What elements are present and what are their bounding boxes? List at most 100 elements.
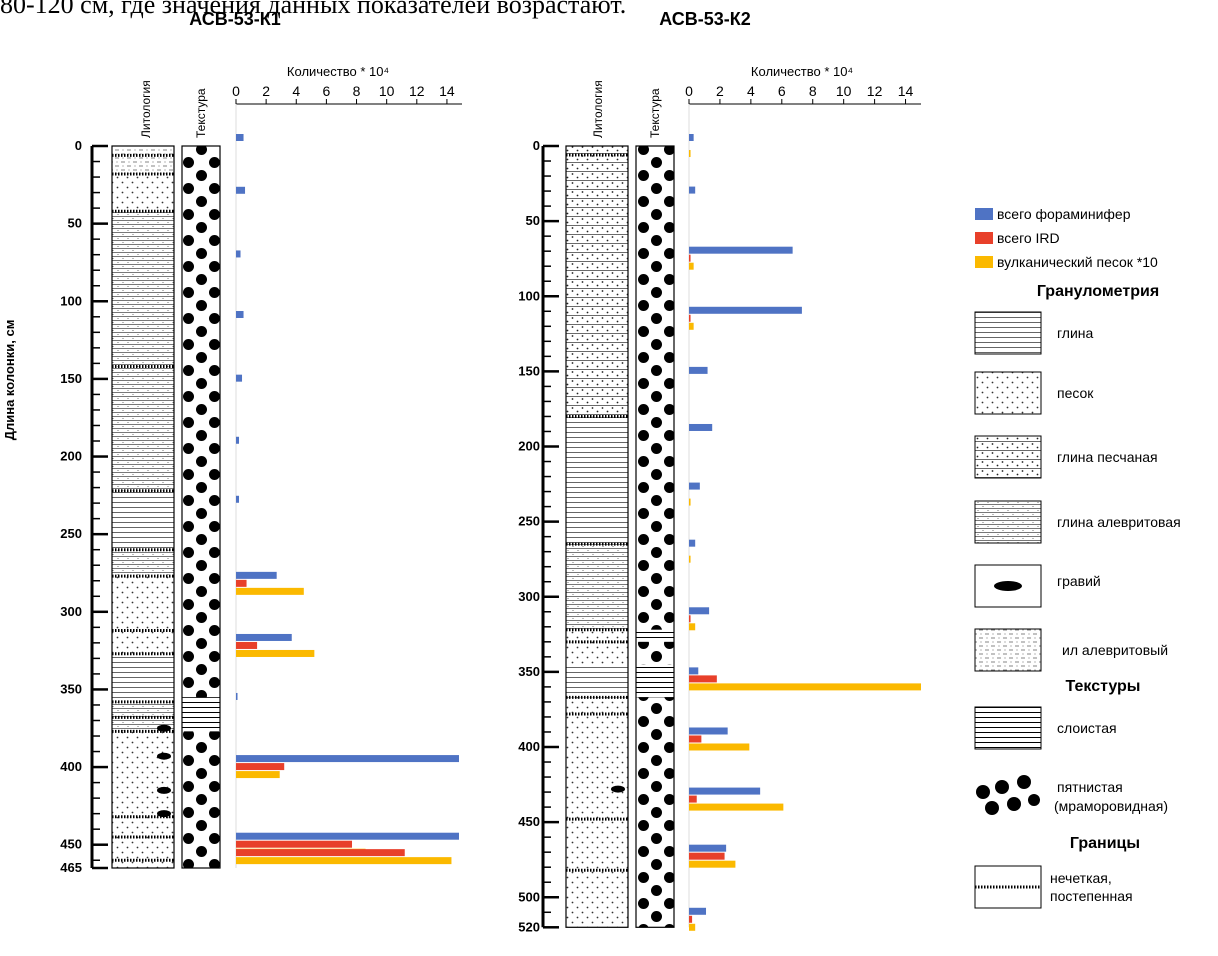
y-tick-label: 465 xyxy=(60,860,82,875)
legend-label-volcanic: вулканический песок *10 xyxy=(997,254,1158,270)
bar-forams xyxy=(236,832,459,840)
bar-forams xyxy=(689,306,802,314)
x-tick-label: 14 xyxy=(439,83,455,99)
bar-ird xyxy=(689,852,725,860)
texture-layer-spotted xyxy=(636,146,674,630)
bar-volcanic xyxy=(689,803,784,811)
legend-heading-boundaries: Границы xyxy=(1070,835,1140,852)
lithology-column-label: Литология xyxy=(139,80,153,138)
lithology-layer-clay xyxy=(566,416,628,545)
y-tick-label: 100 xyxy=(60,293,82,308)
y-tick-label: 0 xyxy=(75,138,82,153)
y-tick-label: 350 xyxy=(518,664,540,679)
legend-label-gradual-note: постепенная xyxy=(1050,888,1133,904)
y-tick-label: 200 xyxy=(518,439,540,454)
legend-swatch-volcanic xyxy=(975,256,993,268)
texture-column xyxy=(181,145,221,869)
bar-forams xyxy=(689,907,707,915)
y-tick-label: 400 xyxy=(518,739,540,754)
x-tick-label: 0 xyxy=(685,83,693,99)
lithology-layer-sand xyxy=(566,697,628,820)
bar-volcanic xyxy=(689,322,694,330)
legend-label-silty-clay: глина алевритовая xyxy=(1057,514,1181,530)
bar-ird xyxy=(689,735,702,743)
bar-forams xyxy=(236,250,241,258)
y-tick-label: 50 xyxy=(68,216,82,231)
bar-forams xyxy=(689,539,696,547)
core-asv-53-k1: АСВ-53-К1 Литология Текстура Количество … xyxy=(2,9,462,875)
lithology-layer-silty-mud xyxy=(112,146,174,174)
legend-swatch-layered xyxy=(974,706,1042,750)
texture-column-label: Текстура xyxy=(194,88,208,138)
lithology-column xyxy=(565,145,629,928)
bar-ird xyxy=(689,795,697,803)
texture-layer-layered xyxy=(636,629,674,642)
texture-layer-spotted xyxy=(636,697,674,928)
bar-volcanic xyxy=(689,262,694,270)
texture-layer-spotted xyxy=(636,641,674,665)
legend-swatch-clay xyxy=(974,311,1042,355)
x-tick-label: 4 xyxy=(292,83,300,99)
bar-ird xyxy=(236,579,247,587)
texture-layer-layered xyxy=(182,697,220,732)
legend-swatch-forams xyxy=(975,208,993,220)
legend-label-gravel: гравий xyxy=(1057,573,1101,589)
x-axis: 0 2 4 6 8 10 12 14 xyxy=(685,83,921,928)
figure-caption: 80-120 см, где значения данных показател… xyxy=(0,0,627,19)
x-tick-label: 6 xyxy=(778,83,786,99)
y-tick-label: 200 xyxy=(60,449,82,464)
bar-volcanic xyxy=(689,150,691,157)
bars xyxy=(236,134,459,865)
bar-forams xyxy=(689,787,761,795)
y-tick-label: 150 xyxy=(60,371,82,386)
texture-layer-spotted xyxy=(182,146,220,698)
core-asv-53-k2: АСВ-53-К2 Литология Текстура Количество … xyxy=(518,9,921,934)
spots-icon xyxy=(976,775,1040,815)
bar-volcanic xyxy=(689,623,696,631)
y-tick-label: 300 xyxy=(60,604,82,619)
bar-ird xyxy=(236,763,285,771)
bar-ird xyxy=(689,615,691,623)
lithology-layer-clay xyxy=(112,653,174,702)
bar-volcanic xyxy=(689,498,691,506)
x-tick-label: 4 xyxy=(747,83,755,99)
texture-layer-layered xyxy=(636,664,674,698)
lithology-layer-silty-clay xyxy=(112,549,174,577)
bar-forams xyxy=(236,692,238,700)
gravel-icon xyxy=(611,785,625,793)
texture-frame xyxy=(635,145,675,928)
legend-heading-granulometry: Гранулометрия xyxy=(1037,283,1159,300)
y-tick-label: 500 xyxy=(518,889,540,904)
bar-forams xyxy=(236,374,243,382)
legend-heading-textures: Текстуры xyxy=(1066,678,1141,695)
lithology-layer-clay xyxy=(112,490,174,550)
bar-forams xyxy=(236,311,244,319)
lithology-layer-sand xyxy=(112,173,174,212)
bar-volcanic xyxy=(236,649,315,657)
y-tick-label: 400 xyxy=(60,759,82,774)
x-tick-label: 10 xyxy=(836,83,852,99)
legend-label-spotted: пятнистая xyxy=(1057,779,1123,795)
y-tick-label: 0 xyxy=(533,138,540,153)
lithology-layer-sand xyxy=(566,819,628,928)
texture-column-label: Текстура xyxy=(648,88,662,138)
gravel-icon xyxy=(157,752,171,760)
y-tick-label: 450 xyxy=(518,814,540,829)
bar-forams xyxy=(689,482,700,490)
bar-forams xyxy=(689,844,727,852)
lithology-layer-clay xyxy=(566,664,628,698)
legend-label-ird: всего IRD xyxy=(997,230,1060,246)
y-axis: 0 50 100 150 200 250 300 350 400 450 465 xyxy=(60,138,108,875)
bar-forams xyxy=(236,495,240,503)
legend-swatch-sand xyxy=(974,371,1042,415)
bar-forams xyxy=(689,423,713,431)
gravel-icon xyxy=(157,786,171,794)
texture-column xyxy=(635,145,675,928)
lithology-frame xyxy=(111,145,175,869)
bars xyxy=(689,134,921,931)
gravel-icon xyxy=(157,724,171,732)
y-tick-label: 250 xyxy=(60,526,82,541)
bar-forams xyxy=(689,667,699,675)
y-tick-label: 250 xyxy=(518,514,540,529)
x-axis: 0 2 4 6 8 10 12 14 xyxy=(232,83,462,868)
